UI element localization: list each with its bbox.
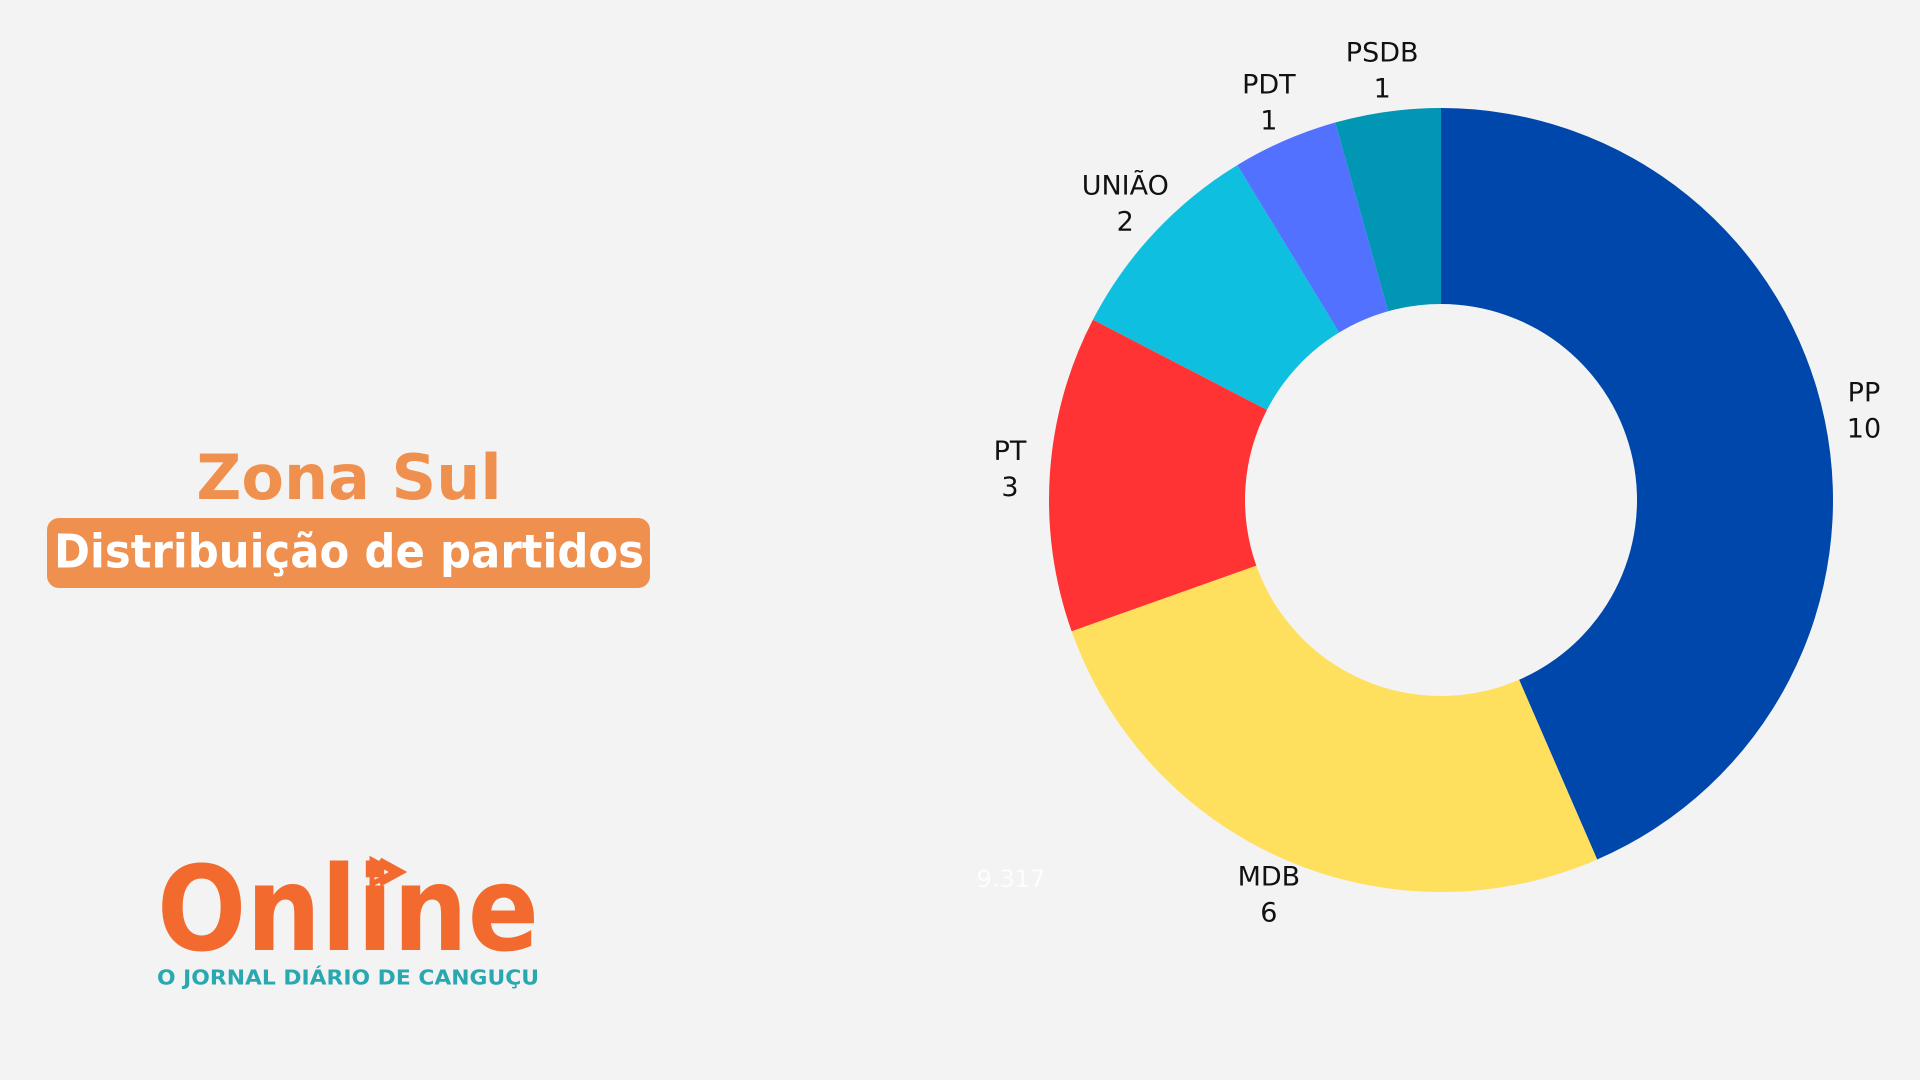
slice-value: 2 bbox=[1117, 207, 1134, 238]
slice-value: 1 bbox=[1260, 105, 1277, 136]
chart-title: Zona Sul bbox=[196, 441, 501, 514]
slice-name: UNIÃO bbox=[1082, 170, 1169, 202]
slice-name: PT bbox=[994, 436, 1027, 467]
slice-value: 1 bbox=[1374, 74, 1391, 105]
slice-value: 10 bbox=[1847, 414, 1881, 445]
slice-value: 6 bbox=[1260, 898, 1277, 929]
slice bbox=[1441, 108, 1833, 860]
slice bbox=[1335, 108, 1441, 312]
logo-name: Online bbox=[157, 840, 539, 978]
chart-subtitle: Distribuição de partidos bbox=[54, 525, 644, 579]
slice-name: PSDB bbox=[1346, 38, 1419, 69]
slice-name: PDT bbox=[1242, 69, 1296, 100]
slice bbox=[1092, 165, 1340, 410]
slice bbox=[1048, 319, 1267, 632]
annotation: 9.317 bbox=[977, 865, 1046, 893]
slice bbox=[1071, 565, 1598, 892]
logo-tagline: O JORNAL DIÁRIO DE CANGUÇU bbox=[157, 966, 539, 990]
slice-value: 3 bbox=[1001, 472, 1018, 503]
slice-name: PP bbox=[1848, 378, 1881, 409]
slice-name: MDB bbox=[1238, 862, 1301, 893]
subtitle-background bbox=[47, 518, 650, 588]
logo-icon bbox=[369, 855, 408, 889]
slice bbox=[1237, 122, 1389, 333]
